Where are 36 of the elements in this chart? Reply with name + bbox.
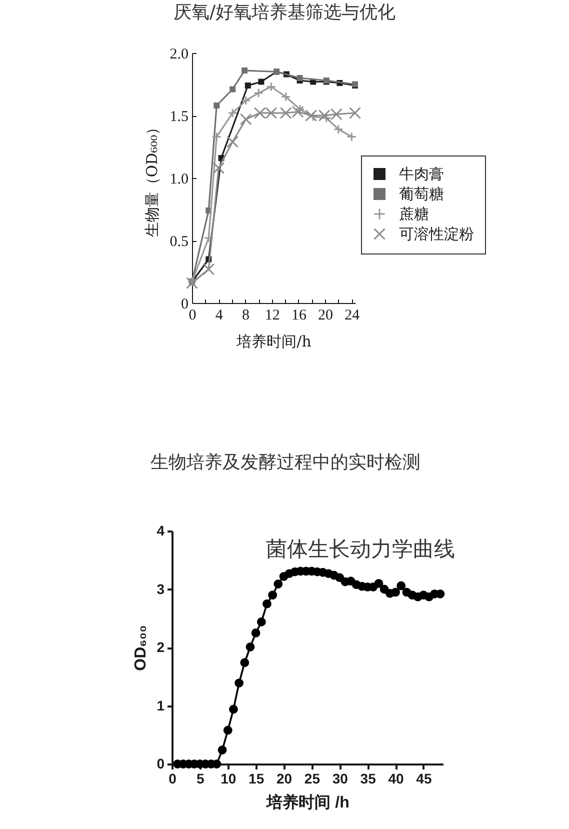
chart-title: 生物培养及发酵过程中的实时检测: [150, 452, 420, 473]
y-tick-label: 1: [156, 697, 165, 714]
x-tick-label: 20: [276, 770, 292, 786]
legend-label: 可溶性淀粉: [399, 225, 474, 243]
y-tick-label: 1.5: [170, 109, 188, 125]
y-tick-label: 0: [156, 756, 165, 772]
y-axis-title: OD₆₀₀: [132, 625, 150, 671]
y-tick-label: 0: [181, 296, 188, 312]
x-axis-title: 培养时间/h: [236, 332, 312, 350]
x-tick-label: 20: [318, 308, 334, 324]
x-tick-label: 16: [291, 308, 307, 324]
annotation: 菌体生长动力学曲线: [266, 537, 455, 561]
y-tick-label: 1.0: [170, 172, 188, 188]
x-tick-label: 24: [344, 308, 360, 324]
legend-label: 蔗糖: [399, 205, 429, 223]
x-tick-label: 4: [215, 308, 224, 324]
y-tick-label: 3: [156, 580, 165, 597]
x-tick-label: 15: [248, 770, 264, 786]
y-axis-title: 生物量（OD₆₀₀）: [142, 120, 161, 238]
x-tick-label: 45: [416, 770, 432, 786]
legend-label: 葡萄糖: [399, 185, 444, 203]
x-tick-label: 30: [332, 770, 348, 786]
x-tick-label: 10: [220, 770, 236, 786]
y-tick-label: 0.5: [170, 234, 188, 250]
x-tick-label: 8: [242, 308, 250, 324]
y-tick-label: 4: [156, 522, 165, 538]
x-tick-label: 25: [304, 770, 320, 786]
y-tick-label: 2: [156, 639, 165, 655]
x-tick-label: 35: [360, 770, 376, 786]
x-axis-title: 培养时间 /h: [266, 792, 350, 812]
legend-label: 牛肉膏: [399, 165, 444, 183]
x-tick-label: 12: [264, 308, 280, 324]
x-tick-label: 40: [388, 770, 404, 786]
x-tick-label: 5: [196, 770, 205, 786]
y-tick-label: 2.0: [170, 46, 188, 62]
chart-title: 厌氧/好氧培养基筛选与优化: [173, 2, 396, 23]
